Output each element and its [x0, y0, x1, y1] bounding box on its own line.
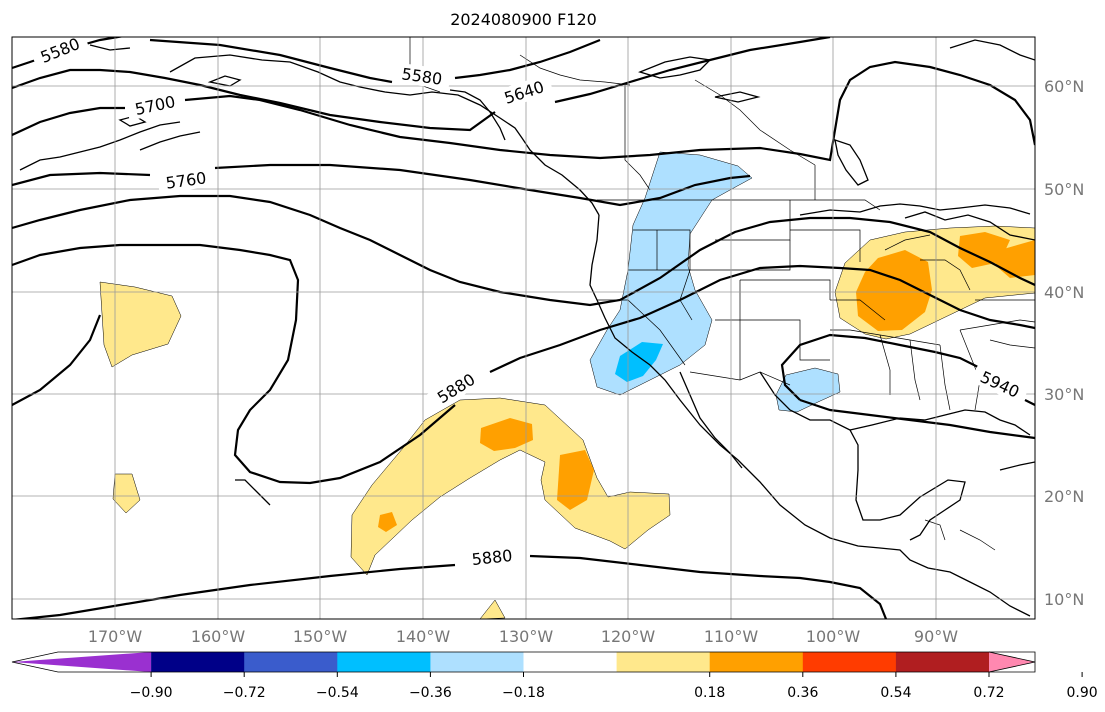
contour-label: 5580: [400, 64, 443, 88]
contour-label: 5700: [133, 92, 177, 119]
colorbar-tick-label: 0.36: [787, 685, 818, 701]
lat-label: 50°N: [1044, 180, 1084, 199]
lon-label: 160°W: [191, 627, 246, 646]
colorbar-segment: [802, 652, 897, 672]
strong-positive-anomaly-fill: [378, 232, 1035, 532]
negative-anomaly-fill: [589, 151, 841, 413]
map-plot-area: 5580 5580 5640 5700 5760 5880 5880 5940: [12, 34, 1035, 619]
lon-label: 150°W: [293, 627, 348, 646]
contour-label: 5940: [977, 367, 1022, 401]
colorbar-tick-label: 0.18: [694, 685, 725, 701]
lon-label: 140°W: [396, 627, 451, 646]
lon-label: 100°W: [806, 627, 861, 646]
lon-label: 110°W: [704, 627, 759, 646]
contour-label: 5880: [471, 546, 513, 569]
contour-label: 5580: [38, 34, 83, 67]
lon-label: 130°W: [499, 627, 554, 646]
colorbar-tick-label: 0.90: [1067, 685, 1098, 701]
lon-label: 90°W: [914, 627, 958, 646]
lat-label: 40°N: [1044, 283, 1084, 302]
coastlines: [19, 39, 1035, 617]
colorbar-tick-label: −0.54: [316, 685, 359, 701]
colorbar-segment: [430, 652, 524, 672]
contour-label: 5640: [502, 77, 547, 108]
colorbar-tick-label: −0.72: [223, 685, 266, 701]
colorbar-segment: [523, 652, 618, 672]
colorbar-ticks: −0.90 −0.72 −0.54 −0.36 −0.18 0.18 0.36 0.54 0.7…: [130, 672, 1098, 701]
map-frame: [11, 36, 1036, 620]
colorbar-outline-right: [988, 651, 1036, 673]
lon-label: 170°W: [88, 627, 143, 646]
strong-negative-anomaly-fill: [615, 342, 663, 382]
colorbar: −0.90 −0.72 −0.54 −0.36 −0.18 0.18 0.36 0.54 0.7…: [11, 651, 1098, 701]
colorbar-tick-label: −0.90: [130, 685, 173, 701]
colorbar-segment: [337, 652, 431, 672]
longitude-labels: 170°W 160°W 150°W 140°W 130°W 120°W 110°…: [88, 627, 958, 646]
colorbar-tick-label: −0.18: [502, 685, 545, 701]
lat-label: 30°N: [1044, 385, 1084, 404]
contour-labels: 5580 5580 5640 5700 5760 5880 5880 5940: [30, 34, 1030, 570]
colorbar-segments: [12, 652, 1035, 672]
colorbar-segment: [12, 652, 152, 672]
colorbar-tick-label: 0.54: [880, 685, 911, 701]
lat-label: 20°N: [1044, 487, 1084, 506]
colorbar-segment: [709, 652, 804, 672]
lat-label: 10°N: [1044, 590, 1084, 609]
colorbar-segment: [616, 652, 711, 672]
colorbar-segment: [244, 652, 338, 672]
colorbar-tick-label: 0.72: [973, 685, 1004, 701]
colorbar-segment: [989, 652, 1035, 672]
colorbar-tick-label: −0.36: [409, 685, 452, 701]
colorbar-segment: [895, 652, 990, 672]
lat-label: 60°N: [1044, 77, 1084, 96]
lon-label: 120°W: [601, 627, 656, 646]
colorbar-segment: [151, 652, 245, 672]
map-title: 2024080900 F120: [450, 10, 597, 29]
latitude-labels: 60°N 50°N 40°N 30°N 20°N 10°N: [1044, 77, 1084, 609]
